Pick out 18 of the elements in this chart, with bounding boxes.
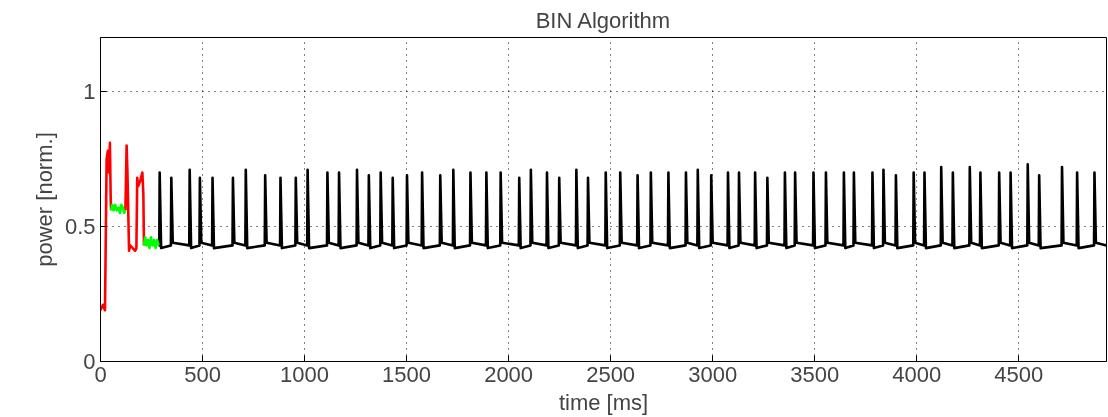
- y-axis-title: power [norm.]: [31, 132, 57, 267]
- y-tick-label: 1: [83, 79, 96, 104]
- x-axis-title: time [ms]: [558, 389, 649, 415]
- x-tick-label: 3000: [688, 361, 738, 387]
- x-tick-label: 1000: [280, 361, 330, 387]
- x-tick-label: 2500: [586, 361, 636, 387]
- line-series: [142, 236, 160, 250]
- x-tick-label: 500: [184, 361, 221, 387]
- x-tick-label: 4000: [892, 361, 942, 387]
- x-tick-label: 2000: [484, 361, 534, 387]
- line-series: [109, 203, 127, 215]
- x-tick-label: 1500: [382, 361, 432, 387]
- line-series: [100, 141, 113, 312]
- x-tick-label: 3500: [790, 361, 840, 387]
- y-tick-label: 0.5: [64, 214, 96, 239]
- chart-title: BIN Algorithm: [535, 7, 671, 33]
- line-series: [124, 144, 146, 253]
- x-tick-label: 4500: [994, 361, 1044, 387]
